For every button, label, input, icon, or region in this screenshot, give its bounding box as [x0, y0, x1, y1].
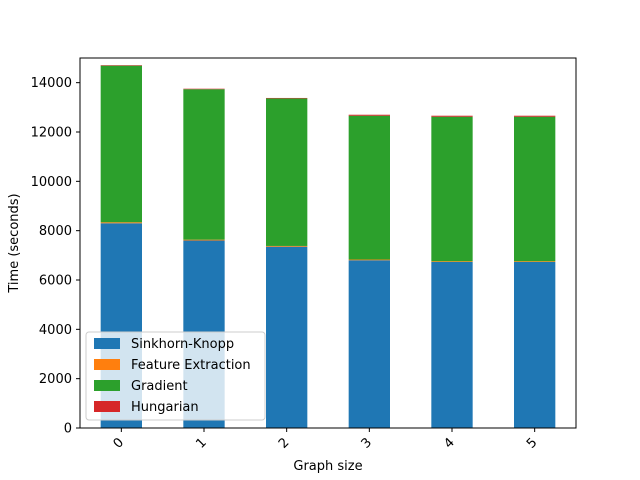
bar-sinkhorn-knopp-4	[431, 261, 473, 428]
y-tick-label: 0	[64, 422, 72, 437]
bar-gradient-1	[183, 89, 225, 240]
x-tick-label: 2	[276, 435, 292, 451]
x-axis: 0 1 2 3 4 5	[111, 428, 540, 452]
y-axis: 0 2000 4000 6000 8000 10000 12000 14000	[31, 76, 80, 437]
legend-swatch	[94, 359, 120, 370]
legend-swatch	[94, 380, 120, 391]
y-tick-label: 10000	[31, 175, 72, 190]
bar-feature-extraction-4	[431, 261, 473, 262]
legend-label: Hungarian	[131, 400, 199, 415]
bar-sinkhorn-knopp-3	[348, 260, 390, 428]
y-tick-label: 6000	[39, 274, 72, 289]
bar-hungarian-3	[348, 114, 390, 116]
x-axis-label: Graph size	[293, 459, 362, 474]
bar-sinkhorn-knopp-5	[514, 261, 556, 428]
x-tick-label: 0	[111, 435, 127, 451]
bar-gradient-5	[514, 116, 556, 262]
legend-swatch	[94, 338, 120, 349]
y-axis-label: Time (seconds)	[7, 193, 22, 293]
legend: Sinkhorn-Knopp Feature Extraction Gradient…	[85, 331, 266, 421]
bars-layer	[100, 65, 556, 428]
bar-feature-extraction-1	[183, 239, 225, 241]
bar-gradient-2	[266, 98, 308, 246]
legend-swatch	[94, 401, 120, 412]
legend-label: Feature Extraction	[131, 358, 251, 373]
y-tick-label: 4000	[39, 323, 72, 338]
x-tick-label: 5	[524, 435, 540, 451]
x-tick-label: 4	[441, 435, 457, 451]
plot-frame	[79, 57, 577, 429]
bar-feature-extraction-5	[514, 261, 556, 262]
y-tick-label: 14000	[31, 76, 72, 91]
bar-gradient-3	[348, 115, 390, 260]
bar-gradient-0	[100, 65, 142, 223]
bar-feature-extraction-2	[266, 245, 308, 247]
x-tick-label: 3	[359, 435, 375, 451]
bar-gradient-4	[431, 116, 473, 262]
bar-feature-extraction-0	[100, 222, 142, 224]
x-tick-label: 1	[193, 435, 209, 451]
bar-hungarian-5	[514, 115, 556, 117]
bar-feature-extraction-3	[348, 259, 390, 261]
bar-hungarian-4	[431, 115, 473, 117]
y-tick-label: 2000	[39, 372, 72, 387]
y-tick-label: 8000	[39, 224, 72, 239]
y-tick-label: 12000	[31, 126, 72, 141]
bar-sinkhorn-knopp-2	[266, 246, 308, 428]
legend-frame	[85, 331, 266, 421]
legend-label: Gradient	[131, 379, 188, 394]
legend-label: Sinkhorn-Knopp	[131, 337, 234, 352]
